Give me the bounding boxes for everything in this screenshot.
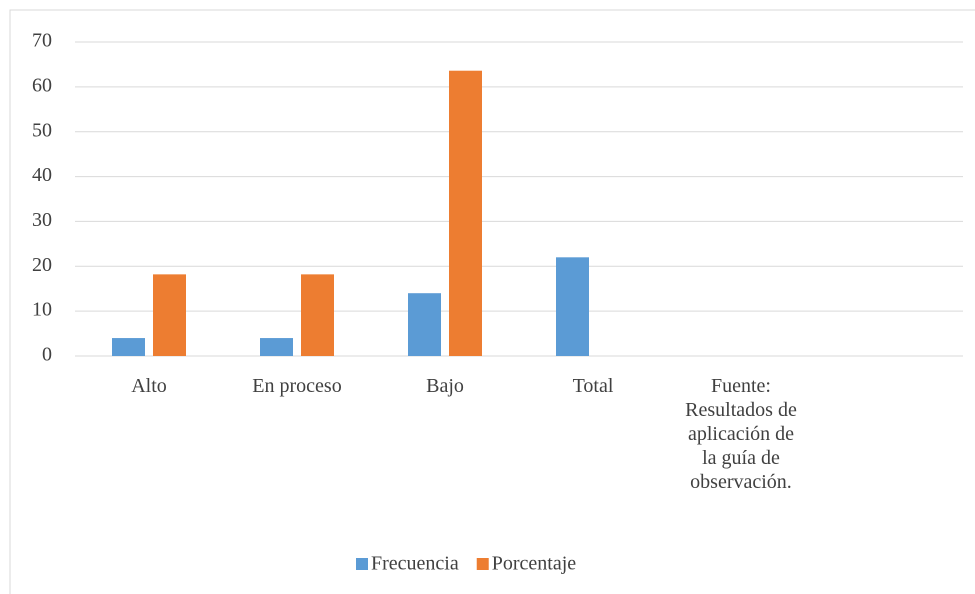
chart-frame	[9, 9, 975, 594]
x-tick-label: Bajo	[426, 375, 464, 397]
y-tick-label: 60	[32, 74, 52, 96]
bar	[112, 338, 145, 356]
y-tick-label: 50	[32, 119, 52, 141]
x-tick-label: Fuente: Resultados de aplicación de la g…	[685, 375, 797, 493]
x-tick-label: Alto	[131, 375, 167, 397]
legend-label: Porcentaje	[492, 553, 577, 575]
y-tick-label: 40	[32, 164, 52, 186]
bar	[408, 293, 441, 356]
y-tick-label: 0	[42, 344, 52, 366]
y-tick-label: 20	[32, 254, 52, 276]
y-tick-label: 10	[32, 299, 52, 321]
x-tick-label: En proceso	[252, 375, 342, 397]
legend-swatch	[356, 558, 368, 570]
bar	[556, 257, 589, 356]
legend-swatch	[476, 558, 489, 570]
bar	[260, 338, 293, 356]
y-tick-label: 30	[32, 209, 52, 231]
x-tick-label: Total	[572, 375, 614, 397]
bar	[301, 274, 334, 356]
y-tick-label: 70	[32, 30, 52, 52]
legend-label: Frecuencia	[371, 553, 459, 575]
bar	[449, 70, 482, 357]
bar	[153, 274, 186, 356]
